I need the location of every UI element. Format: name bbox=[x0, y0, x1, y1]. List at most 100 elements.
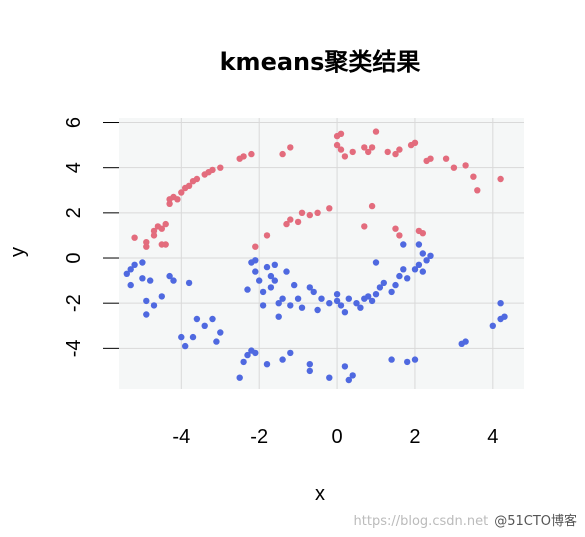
data-point-cluster-1 bbox=[427, 155, 434, 162]
data-point-cluster-2 bbox=[326, 300, 333, 307]
data-point-cluster-2 bbox=[372, 259, 380, 266]
data-point-cluster-1 bbox=[462, 162, 469, 169]
data-point-cluster-2 bbox=[357, 304, 364, 311]
data-point-cluster-1 bbox=[287, 216, 294, 223]
data-point-cluster-1 bbox=[252, 243, 259, 250]
data-point-cluster-1 bbox=[314, 209, 321, 216]
data-point-cluster-2 bbox=[353, 300, 360, 307]
data-point-cluster-2 bbox=[310, 288, 317, 296]
data-point-cluster-1 bbox=[368, 202, 376, 210]
data-point-cluster-1 bbox=[349, 148, 356, 156]
data-point-cluster-2 bbox=[497, 300, 504, 307]
y-tick-label: -2 bbox=[63, 294, 85, 312]
data-point-cluster-1 bbox=[326, 205, 333, 212]
data-point-cluster-2 bbox=[291, 281, 298, 289]
chart-title: kmeans聚类结果 bbox=[220, 48, 421, 76]
data-point-cluster-2 bbox=[361, 295, 368, 302]
data-point-cluster-2 bbox=[259, 288, 267, 296]
data-point-cluster-1 bbox=[287, 144, 294, 151]
data-point-cluster-2 bbox=[127, 266, 134, 273]
data-point-cluster-2 bbox=[252, 257, 259, 264]
data-point-cluster-2 bbox=[372, 291, 380, 298]
data-point-cluster-1 bbox=[341, 153, 349, 160]
data-point-cluster-2 bbox=[419, 268, 426, 275]
data-point-cluster-2 bbox=[415, 241, 423, 248]
data-point-cluster-2 bbox=[244, 351, 251, 359]
y-tick-label: -4 bbox=[63, 339, 85, 357]
data-point-cluster-2 bbox=[143, 297, 150, 305]
data-point-cluster-2 bbox=[166, 272, 173, 280]
data-point-cluster-2 bbox=[345, 376, 352, 384]
data-point-cluster-1 bbox=[337, 146, 345, 153]
data-point-cluster-1 bbox=[178, 189, 185, 196]
data-point-cluster-1 bbox=[396, 146, 403, 153]
data-point-cluster-2 bbox=[189, 333, 197, 341]
data-point-cluster-2 bbox=[209, 315, 216, 323]
data-point-cluster-1 bbox=[368, 144, 376, 151]
data-point-cluster-1 bbox=[365, 148, 372, 156]
data-point-cluster-1 bbox=[143, 239, 150, 246]
data-point-cluster-2 bbox=[240, 358, 247, 366]
data-point-cluster-1 bbox=[361, 144, 368, 151]
data-point-cluster-2 bbox=[271, 277, 278, 284]
x-tick-label: 0 bbox=[332, 426, 343, 448]
data-point-cluster-1 bbox=[497, 175, 504, 183]
data-point-cluster-2 bbox=[392, 281, 399, 289]
data-point-cluster-2 bbox=[489, 322, 496, 329]
data-point-cluster-2 bbox=[131, 261, 138, 268]
data-point-cluster-2 bbox=[337, 302, 345, 309]
data-point-cluster-2 bbox=[314, 306, 321, 314]
data-point-cluster-1 bbox=[240, 153, 247, 160]
data-point-cluster-1 bbox=[143, 243, 150, 250]
watermark: https://blog.csdn.net @51CTO博客 bbox=[354, 510, 577, 529]
data-point-cluster-2 bbox=[419, 250, 426, 257]
y-tick-label: 4 bbox=[63, 162, 85, 173]
data-point-cluster-2 bbox=[201, 322, 208, 329]
data-point-cluster-2 bbox=[427, 252, 434, 259]
data-point-cluster-2 bbox=[123, 270, 130, 277]
data-point-cluster-2 bbox=[341, 309, 349, 316]
data-point-cluster-1 bbox=[419, 230, 426, 237]
data-point-cluster-2 bbox=[256, 277, 263, 284]
data-point-cluster-2 bbox=[423, 257, 430, 264]
data-point-cluster-1 bbox=[337, 130, 345, 137]
data-point-cluster-1 bbox=[442, 155, 450, 162]
data-point-cluster-2 bbox=[279, 356, 286, 363]
data-point-cluster-2 bbox=[267, 272, 275, 280]
data-point-cluster-2 bbox=[462, 338, 469, 345]
data-point-cluster-2 bbox=[244, 286, 251, 293]
data-point-cluster-2 bbox=[400, 241, 407, 248]
data-point-cluster-2 bbox=[263, 263, 271, 271]
data-point-cluster-2 bbox=[306, 367, 313, 375]
data-point-cluster-2 bbox=[182, 342, 189, 350]
data-point-cluster-1 bbox=[294, 218, 302, 226]
data-point-cluster-2 bbox=[333, 297, 341, 305]
data-point-cluster-2 bbox=[287, 302, 294, 309]
data-point-cluster-2 bbox=[306, 284, 313, 291]
data-point-cluster-2 bbox=[501, 313, 508, 320]
data-point-cluster-1 bbox=[150, 227, 158, 235]
data-point-cluster-2 bbox=[217, 329, 224, 336]
data-point-cluster-2 bbox=[400, 266, 407, 273]
data-point-cluster-2 bbox=[404, 358, 411, 366]
x-tick-label: 2 bbox=[409, 426, 420, 448]
data-point-cluster-2 bbox=[368, 297, 376, 305]
y-tick-label: 2 bbox=[63, 207, 85, 218]
data-point-cluster-2 bbox=[193, 315, 201, 323]
x-tick-label: -2 bbox=[250, 426, 268, 448]
watermark-url: https://blog.csdn.net bbox=[353, 514, 489, 529]
data-point-cluster-1 bbox=[283, 220, 290, 228]
data-point-cluster-2 bbox=[139, 259, 146, 266]
data-point-cluster-2 bbox=[178, 333, 185, 341]
data-point-cluster-1 bbox=[263, 232, 271, 239]
data-point-cluster-2 bbox=[396, 272, 403, 280]
data-point-cluster-2 bbox=[376, 284, 384, 291]
data-point-cluster-2 bbox=[341, 363, 349, 370]
data-point-cluster-2 bbox=[185, 279, 193, 287]
y-tick-label: 0 bbox=[63, 252, 85, 263]
y-axis-label: y bbox=[7, 247, 29, 257]
data-point-cluster-2 bbox=[415, 261, 423, 268]
data-point-cluster-2 bbox=[275, 300, 282, 307]
data-point-cluster-1 bbox=[411, 139, 419, 146]
data-point-cluster-1 bbox=[162, 241, 169, 248]
